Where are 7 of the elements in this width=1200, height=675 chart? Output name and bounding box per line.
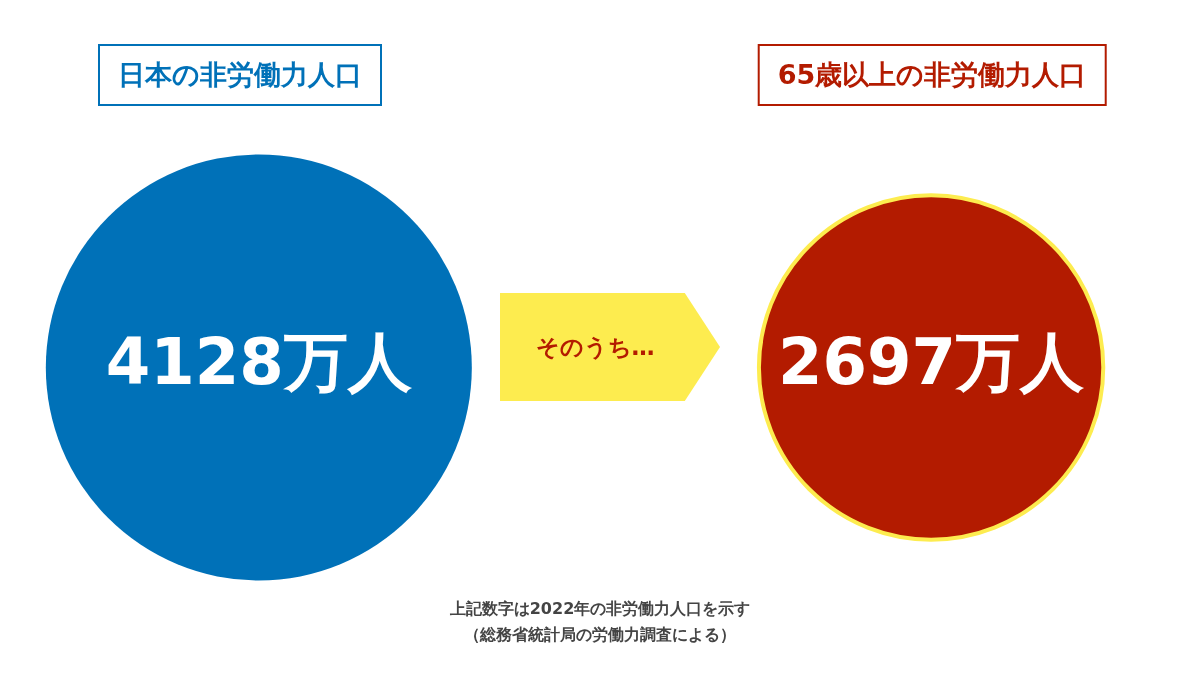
text: そのうち…	[534, 332, 656, 362]
text: 上記数字は2022年の非労働力人口を示す	[448, 598, 752, 620]
data-label: 2697万人	[778, 325, 1085, 400]
category-label: 65歳以上の非労働力人口	[757, 44, 1107, 106]
text: （総務省統計局の労働力調査による）	[463, 624, 737, 646]
data-label: 4128万人	[105, 325, 412, 400]
category-label: 日本の非労働力人口	[98, 44, 382, 106]
